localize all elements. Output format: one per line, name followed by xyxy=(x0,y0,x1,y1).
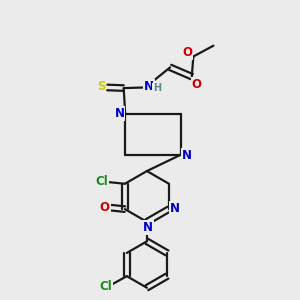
Text: N: N xyxy=(169,202,179,215)
Text: N: N xyxy=(115,107,125,120)
Text: Cl: Cl xyxy=(99,280,112,293)
Text: N: N xyxy=(143,221,153,234)
Text: O: O xyxy=(100,201,110,214)
Text: H: H xyxy=(153,83,161,93)
Text: S: S xyxy=(97,80,105,93)
Text: N: N xyxy=(144,80,154,93)
Text: O: O xyxy=(182,46,192,59)
Text: N: N xyxy=(182,149,191,162)
Text: Cl: Cl xyxy=(95,175,108,188)
Text: O: O xyxy=(191,78,201,91)
